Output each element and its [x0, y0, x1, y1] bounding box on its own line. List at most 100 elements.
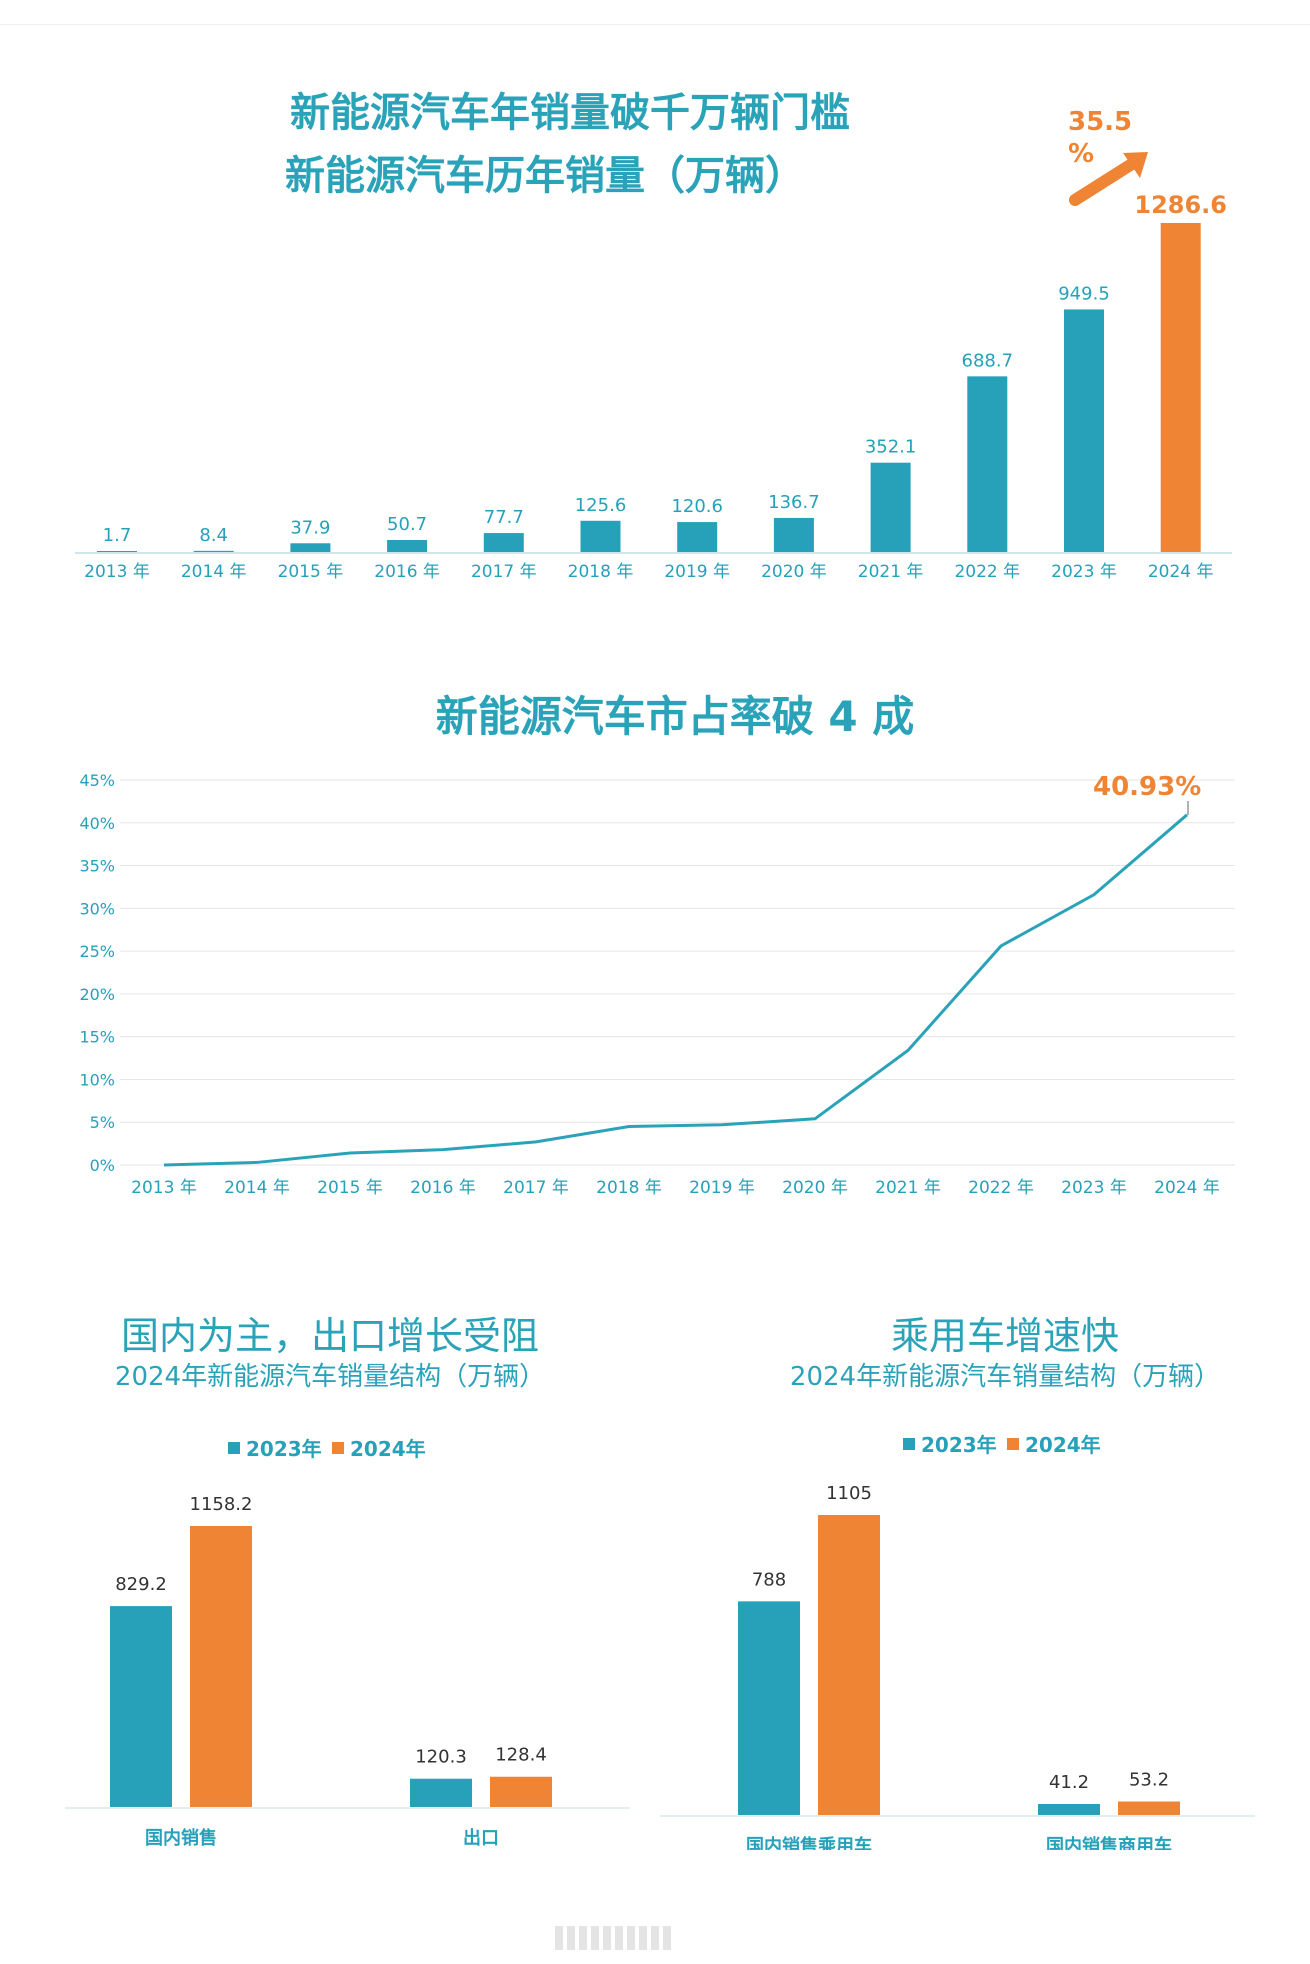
y-tick-label: 0%: [90, 1156, 115, 1175]
sales-bar: [677, 522, 718, 553]
y-tick-label: 45%: [79, 771, 115, 790]
chart2-title: 新能源汽车市占率破 4 成: [435, 692, 915, 741]
legend-label: 2023年: [921, 1433, 997, 1457]
growth-arrow-head: [1123, 152, 1148, 178]
year-tick-label: 2023 年: [1061, 1178, 1127, 1195]
bar-value-label: 53.2: [1129, 1770, 1169, 1791]
year-tick-label: 2021 年: [875, 1178, 941, 1195]
bar-value-label: 788: [752, 1569, 786, 1590]
chart4-subtitle: 2024年新能源汽车销量结构（万辆）: [789, 1362, 1221, 1392]
y-tick-label: 30%: [79, 899, 115, 918]
legend-label: 2024年: [350, 1437, 426, 1461]
sales-bar: [387, 539, 428, 553]
sales-value-label: 688.7: [962, 350, 1014, 371]
year-tick-label: 2016 年: [374, 562, 440, 582]
sales-bar: [290, 543, 331, 553]
year-tick-label: 2022 年: [954, 562, 1020, 582]
category-label: 出口: [463, 1827, 499, 1849]
sales-bar: [870, 462, 911, 553]
domestic-export-bar-chart: 2023年 2024年 829.2 1158.2 国内销售 120.3 128.4 出口: [65, 1437, 630, 1849]
year-tick-label: 2014 年: [181, 562, 247, 582]
sales-bar: [193, 550, 234, 553]
structure-bar: [490, 1776, 552, 1808]
year-tick-label: 2018 年: [568, 562, 634, 582]
y-tick-label: 5%: [90, 1113, 115, 1132]
legend-swatch: [228, 1442, 240, 1454]
bar-value-label: 120.3: [415, 1747, 467, 1768]
legend-label: 2024年: [1025, 1433, 1101, 1457]
category-label: 国内销售乘用车: [746, 1835, 872, 1850]
year-tick-label: 2023 年: [1051, 562, 1117, 582]
year-tick-label: 2024 年: [1148, 562, 1214, 582]
y-tick-label: 35%: [79, 857, 115, 876]
y-tick-label: 25%: [79, 942, 115, 961]
y-tick-label: 10%: [79, 1070, 115, 1089]
sales-value-label: 352.1: [865, 437, 917, 458]
market-share-line: [163, 813, 1188, 1167]
chart3-title: 国内为主，出口增长受阻: [120, 1314, 539, 1358]
y-tick-label: 20%: [79, 985, 115, 1004]
legend-swatch: [1007, 1438, 1019, 1450]
year-tick-label: 2021 年: [858, 562, 924, 582]
top-divider: [0, 24, 1310, 25]
structure-bar: [1038, 1804, 1100, 1816]
market-share-line-chart: 0% 5% 10% 15% 20% 25% 30% 35% 40% 45% 2013 年 2014 …: [79, 771, 1235, 1195]
year-tick-label: 2014 年: [224, 1178, 290, 1195]
year-tick-label: 2024 年: [1154, 1178, 1220, 1195]
year-tick-label: 2018 年: [596, 1178, 662, 1195]
category-label: 国内销售商用车: [1046, 1835, 1172, 1850]
structure-bar: [110, 1606, 172, 1808]
market-share-end-label: 40.93%: [1093, 772, 1201, 802]
growth-arrow: 35.5 %: [1068, 107, 1148, 206]
sales-value-label: 77.7: [484, 507, 524, 528]
page-indicator: [555, 1926, 671, 1950]
sales-value-label: 37.9: [290, 517, 330, 538]
bar-value-label: 41.2: [1049, 1772, 1089, 1793]
sales-value-label: 125.6: [575, 495, 627, 516]
year-tick-label: 2022 年: [968, 1178, 1034, 1195]
sales-bar: [1160, 223, 1201, 553]
year-tick-label: 2013 年: [131, 1178, 197, 1195]
sales-value-label: 50.7: [387, 514, 427, 535]
legend-swatch: [332, 1442, 344, 1454]
year-tick-label: 2017 年: [503, 1178, 569, 1195]
year-tick-label: 2017 年: [471, 562, 537, 582]
growth-value-label: 35.5: [1068, 107, 1132, 137]
sales-value-label: 1286.6: [1134, 191, 1227, 219]
bar-value-label: 829.2: [115, 1574, 167, 1595]
sales-bar: [580, 520, 621, 553]
sales-bar: [967, 376, 1008, 553]
legend-swatch: [903, 1438, 915, 1450]
structure-bar: [738, 1601, 800, 1816]
year-tick-label: 2019 年: [664, 562, 730, 582]
chart1-title: 新能源汽车年销量破千万辆门槛: [290, 90, 850, 136]
year-tick-label: 2015 年: [317, 1178, 383, 1195]
year-tick-label: 2013 年: [84, 562, 150, 582]
passenger-commercial-bar-chart: 2023年 2024年 788 1105 国内销售乘用车 41.2 53.2 国内销售商用车: [660, 1433, 1255, 1850]
year-tick-label: 2016 年: [410, 1178, 476, 1195]
category-label: 国内销售: [145, 1827, 217, 1849]
structure-bar: [818, 1515, 880, 1816]
sales-value-label: 949.5: [1058, 283, 1110, 304]
chart3-subtitle: 2024年新能源汽车销量结构（万辆）: [114, 1362, 546, 1392]
year-tick-label: 2015 年: [278, 562, 344, 582]
growth-unit-label: %: [1068, 139, 1094, 169]
sales-value-label: 1.7: [103, 525, 132, 546]
y-tick-label: 15%: [79, 1028, 115, 1047]
sales-value-label: 136.7: [768, 492, 820, 513]
year-tick-label: 2019 年: [689, 1178, 755, 1195]
chart1-subtitle: 新能源汽车历年销量（万辆）: [285, 153, 805, 199]
legend-label: 2023年: [246, 1437, 322, 1461]
annual-sales-bar-chart: 35.5 % 1.7 2013 年 8.4 2014 年 37.9 2015 年 50.7 2…: [75, 107, 1232, 582]
structure-bar: [190, 1526, 252, 1808]
y-tick-label: 40%: [79, 814, 115, 833]
chart4-title: 乘用车增速快: [890, 1314, 1119, 1358]
year-tick-label: 2020 年: [761, 562, 827, 582]
bar-value-label: 128.4: [495, 1745, 547, 1766]
sales-bar: [483, 533, 524, 553]
bar-value-label: 1158.2: [190, 1494, 253, 1515]
sales-bar: [1064, 309, 1104, 553]
sales-bar: [773, 517, 814, 553]
structure-bar: [1118, 1801, 1180, 1816]
sales-value-label: 8.4: [199, 525, 228, 546]
